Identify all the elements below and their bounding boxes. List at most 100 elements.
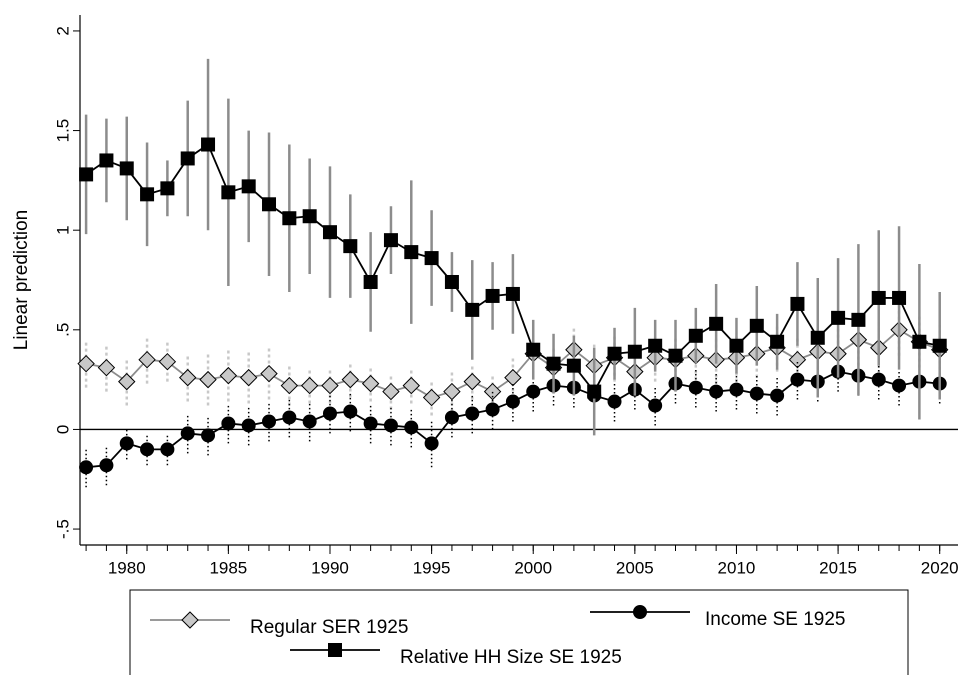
square-marker	[99, 153, 114, 168]
square-marker	[668, 348, 683, 363]
square-marker	[688, 328, 703, 343]
square-marker	[709, 316, 724, 331]
circle-marker	[892, 378, 907, 393]
square-marker	[505, 286, 520, 301]
diamond-marker	[402, 376, 420, 395]
diamond-marker	[179, 368, 197, 387]
circle-marker	[140, 442, 155, 457]
legend-marker	[328, 643, 342, 657]
square-marker	[607, 346, 622, 361]
x-tick-label: 2005	[616, 558, 654, 577]
diamond-marker	[158, 352, 177, 371]
series	[79, 58, 947, 436]
circle-marker	[201, 428, 216, 443]
diamond-marker	[361, 374, 380, 393]
circle-marker	[444, 410, 459, 425]
diamond-marker	[382, 382, 400, 401]
diamond-marker	[138, 350, 156, 369]
square-marker	[404, 245, 419, 260]
square-marker	[465, 302, 480, 317]
square-marker	[343, 239, 358, 254]
square-marker	[546, 356, 561, 371]
square-marker	[749, 318, 764, 333]
circle-marker	[241, 418, 256, 433]
circle-marker	[160, 442, 175, 457]
diamond-marker	[443, 382, 461, 401]
square-marker	[851, 312, 866, 327]
diamond-marker	[118, 372, 136, 391]
circle-marker	[99, 458, 114, 473]
x-tick-label: 2010	[718, 558, 756, 577]
square-marker	[444, 274, 459, 289]
circle-marker	[302, 414, 317, 429]
y-tick-label: 1	[53, 225, 72, 234]
diamond-marker	[504, 368, 522, 387]
circle-marker	[363, 416, 378, 431]
circle-marker	[648, 398, 663, 413]
square-marker	[79, 167, 94, 182]
square-marker	[648, 338, 663, 353]
square-marker	[932, 338, 947, 353]
circle-marker	[465, 406, 480, 421]
square-marker	[587, 384, 602, 399]
diamond-marker	[239, 368, 258, 387]
square-marker	[180, 151, 195, 166]
square-marker	[871, 290, 886, 305]
square-marker	[485, 288, 500, 303]
square-marker	[790, 296, 805, 311]
diamond-marker	[219, 366, 238, 385]
circle-marker	[424, 436, 439, 451]
legend-marker	[181, 611, 199, 629]
square-marker	[810, 330, 825, 345]
square-marker	[119, 161, 134, 176]
diamond-marker	[97, 358, 116, 377]
circle-marker	[221, 416, 236, 431]
x-tick-label: 2020	[921, 558, 959, 577]
diamond-marker	[300, 376, 319, 395]
square-marker	[201, 137, 216, 152]
y-tick-label: 0	[53, 425, 72, 434]
x-tick-label: 1980	[108, 558, 146, 577]
diamond-marker	[77, 354, 95, 373]
square-marker	[627, 344, 642, 359]
diamond-marker	[422, 388, 441, 407]
circle-marker	[607, 394, 622, 409]
y-tick-label: 1.5	[53, 119, 72, 143]
circle-marker	[790, 372, 805, 387]
circle-marker	[404, 420, 419, 435]
circle-marker	[505, 394, 520, 409]
circle-marker	[871, 372, 886, 387]
circle-marker	[526, 384, 541, 399]
diamond-marker	[199, 370, 217, 389]
x-tick-label: 1995	[413, 558, 451, 577]
square-marker	[424, 251, 439, 266]
circle-marker	[119, 436, 134, 451]
legend-label: Regular SER 1925	[250, 617, 408, 638]
square-marker	[363, 274, 378, 289]
square-marker	[160, 181, 175, 196]
diamond-marker	[463, 372, 481, 391]
circle-marker	[343, 404, 358, 419]
diamond-marker	[260, 364, 278, 383]
circle-marker	[383, 418, 398, 433]
square-marker	[282, 211, 297, 226]
square-marker	[302, 209, 317, 224]
circle-marker	[180, 426, 195, 441]
legend-label: Income SE 1925	[705, 609, 845, 630]
circle-marker	[749, 386, 764, 401]
square-marker	[770, 334, 785, 349]
square-marker	[241, 179, 256, 194]
circle-marker	[322, 406, 337, 421]
diamond-marker	[788, 350, 807, 369]
y-tick-label: .5	[53, 323, 72, 337]
circle-marker	[79, 460, 94, 475]
circle-marker	[262, 414, 277, 429]
x-tick-label: 2015	[819, 558, 857, 577]
circle-marker	[729, 382, 744, 397]
circle-marker	[485, 402, 500, 417]
square-marker	[526, 342, 541, 357]
y-tick-label: 2	[53, 26, 72, 35]
square-marker	[912, 334, 927, 349]
legend-marker	[633, 605, 647, 619]
circle-marker	[709, 384, 724, 399]
